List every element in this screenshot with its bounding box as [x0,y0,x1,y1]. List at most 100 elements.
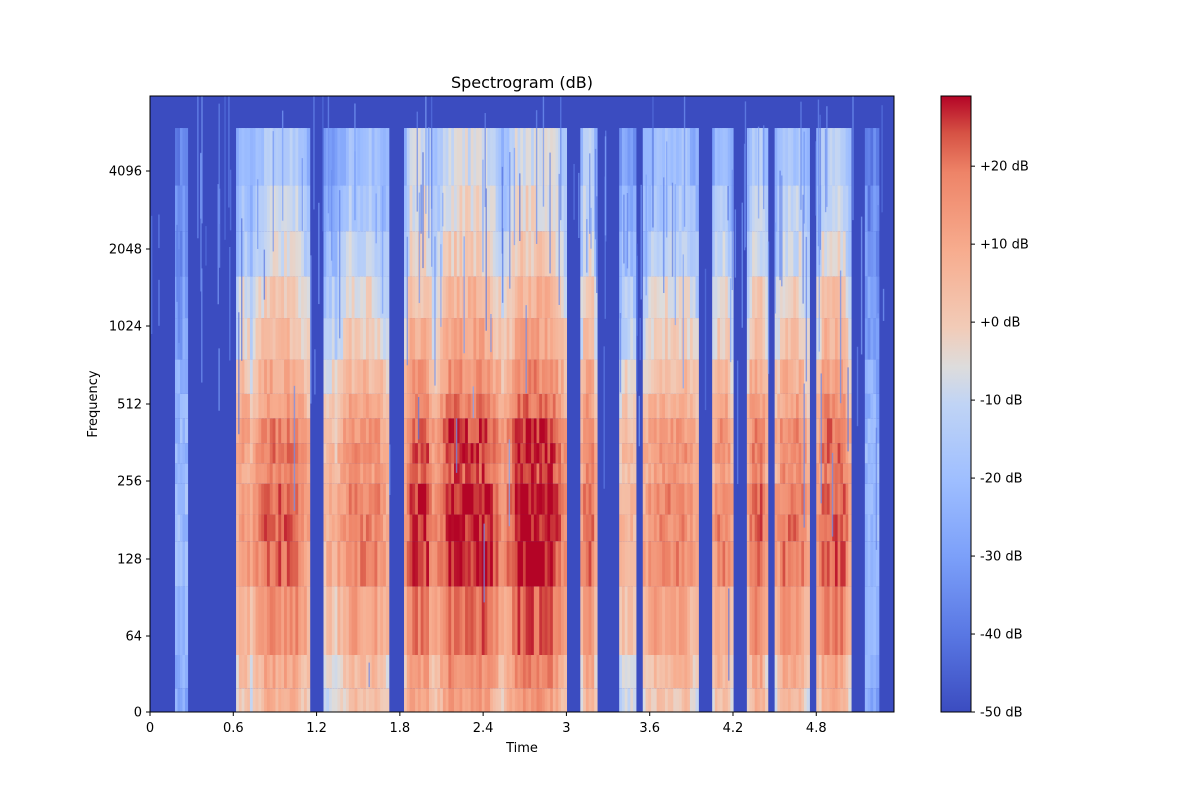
spectrogram-cell [476,483,480,515]
spectrogram-cell [787,688,792,712]
spectrogram-cell [478,483,483,515]
spectrogram-cell [659,418,663,444]
spectrogram-cell [238,312,240,435]
spectrogram-cell [465,483,469,515]
spectrogram-cell [498,514,502,542]
spectrogram-cell [824,318,828,360]
spectrogram-cell [533,586,538,655]
spectrogram-cell [787,586,792,655]
spectrogram-cell [481,393,486,419]
spectrogram-cell [552,443,557,464]
spectrogram-cell [476,541,480,587]
spectrogram-cell [269,443,274,464]
x-tick-label: 0 [146,721,154,736]
spectrogram-cell [653,688,658,712]
spectrogram-cell [179,276,184,319]
spectrogram-cell [275,185,279,232]
spectrogram-cell [678,483,683,515]
spectrogram-cell [714,318,718,360]
spectrogram-cell [451,483,455,515]
spectrogram-cell [873,318,877,360]
spectrogram-cell [301,541,305,587]
spectrogram-cell [793,128,797,186]
spectrogram-cell [509,359,513,394]
spectrogram-cell [848,688,852,712]
spectrogram-cell [404,393,408,419]
spectrogram-cell [670,463,674,484]
spectrogram-cell [619,688,623,712]
spectrogram-cell [456,655,461,689]
spectrogram-cell [241,655,245,689]
spectrogram-cell [689,418,694,444]
spectrogram-cell [374,586,378,655]
spectrogram-cell [676,359,680,394]
spectrogram-cell [777,483,781,515]
spectrogram-cell [258,359,262,394]
spectrogram-cell [429,463,433,484]
spectrogram-cell [779,483,784,515]
spectrogram-cell [363,276,367,319]
spectrogram-cell [659,393,663,419]
spectrogram-cell [200,152,202,292]
spectrogram-cell [323,443,327,464]
spectrogram-cell [837,359,841,394]
spectrogram-cell [244,418,248,444]
spectrogram-cell [179,185,184,232]
spectrogram-cell [730,688,734,712]
spectrogram-cell [490,231,494,277]
spectrogram-cell [670,276,674,319]
spectrogram-cell [174,586,179,655]
spectrogram-cell [779,170,781,281]
spectrogram-cell [594,483,598,515]
spectrogram-cell [531,514,535,542]
spectrogram-cell [509,128,513,186]
spectrogram-cell [241,514,245,542]
spectrogram-cell [490,541,494,587]
spectrogram-cell [580,185,584,232]
spectrogram-cell [252,128,257,186]
spectrogram-cell [278,443,282,464]
spectrogram-cell [633,483,637,515]
spectrogram-cell [360,541,364,587]
spectrogram-cell [681,688,686,712]
spectrogram-cell [451,443,455,464]
spectrogram-cell [659,359,663,394]
spectrogram-cell [555,443,559,464]
spectrogram-cell [544,359,549,394]
spectrogram-cell [420,514,425,542]
spectrogram-cell [281,318,285,360]
spectrogram-cell [323,393,327,419]
spectrogram-cell [298,359,302,394]
spectrogram-cell [765,655,769,689]
sound-segment [503,128,568,712]
spectrogram-cell [374,318,378,360]
sound-segments [150,96,885,712]
spectrogram-cell [380,514,384,542]
spectrogram-cell [673,463,677,484]
spectrogram-cell [630,483,634,515]
spectrogram-cell [286,483,291,515]
spectrogram-cell [481,541,486,587]
spectrogram-cell [426,393,430,419]
spectrogram-cell [470,359,475,394]
spectrogram-cell [525,688,529,712]
spectrogram-cell [719,463,724,484]
spectrogram-cell [360,655,364,689]
spectrogram-cell [651,541,655,587]
spectrogram-cell [462,688,466,712]
chart-title: Spectrogram (dB) [451,73,593,92]
spectrogram-cell [729,278,732,363]
spectrogram-cell [503,185,508,232]
spectrogram-cell [415,688,419,712]
spectrogram-cell [826,418,831,444]
spectrogram-cell [782,514,786,542]
spectrogram-cell [591,393,595,419]
spectrogram-cell [759,443,764,464]
spectrogram-cell [252,655,257,689]
spectrogram-cell [840,418,844,444]
spectrogram-cell [673,655,677,689]
spectrogram-cell [380,443,384,464]
spectrogram-cell [492,185,497,232]
spectrogram-cell [867,514,872,542]
